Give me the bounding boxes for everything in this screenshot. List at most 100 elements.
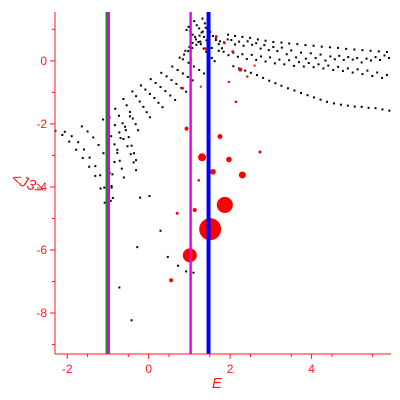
black-point (299, 51, 302, 54)
black-point (222, 50, 225, 53)
black-point (244, 69, 247, 72)
axes-layer: -2 0 2 4 -8 -6 -4 -2 0 (36, 12, 391, 376)
black-point (178, 56, 181, 59)
black-point (118, 286, 121, 289)
black-point (159, 229, 162, 232)
black-point (122, 97, 125, 100)
black-point (367, 106, 370, 109)
black-point (246, 40, 249, 43)
black-point (185, 270, 188, 273)
black-point (176, 68, 179, 71)
black-point (250, 53, 253, 56)
black-point (383, 54, 386, 57)
black-point (312, 66, 315, 69)
black-point (327, 64, 330, 67)
black-points-layer (54, 17, 391, 322)
black-point (205, 39, 208, 42)
black-point (154, 81, 157, 84)
black-point (116, 148, 119, 151)
black-point (278, 58, 281, 61)
black-point (110, 186, 113, 189)
black-point (197, 40, 200, 43)
black-point (288, 59, 291, 62)
black-point (122, 176, 125, 179)
black-point (255, 58, 258, 61)
black-point (319, 98, 322, 101)
black-point (203, 22, 206, 25)
black-point (187, 50, 190, 53)
black-point (319, 53, 322, 56)
black-point (226, 38, 229, 41)
black-point (353, 105, 356, 108)
black-point (356, 57, 359, 60)
black-point (272, 40, 275, 43)
black-point (388, 109, 391, 112)
black-point (260, 55, 263, 58)
x-tick-label: 2 (227, 362, 234, 376)
black-point (309, 52, 312, 55)
black-point (283, 63, 286, 66)
red-points-layer (169, 35, 262, 283)
black-point (214, 39, 217, 42)
black-point (379, 58, 382, 61)
red-point (210, 169, 216, 175)
black-point (128, 110, 131, 113)
black-point (111, 173, 114, 176)
black-point (124, 125, 127, 128)
black-point (259, 47, 262, 50)
black-point (346, 104, 349, 107)
black-point (136, 246, 139, 249)
black-point (195, 24, 198, 27)
red-point (238, 171, 246, 179)
black-point (97, 144, 100, 147)
black-point (198, 34, 201, 37)
black-point (385, 74, 388, 77)
black-point (365, 57, 368, 60)
black-point (135, 159, 138, 162)
black-point (77, 141, 80, 144)
black-point (165, 75, 168, 78)
black-point (269, 56, 272, 59)
black-point (113, 143, 116, 146)
black-point (366, 69, 369, 72)
black-point (204, 26, 207, 29)
black-point (369, 49, 372, 52)
red-point (192, 207, 197, 212)
black-point (293, 89, 296, 92)
black-point (194, 35, 197, 38)
black-point (195, 43, 198, 46)
black-point (203, 72, 206, 75)
red-point (246, 75, 249, 78)
black-point (139, 196, 142, 199)
black-point (295, 56, 298, 59)
black-point (264, 39, 267, 42)
x-tick-label: 4 (308, 362, 315, 376)
y-axis-label: <J3> (9, 170, 47, 198)
red-point (253, 64, 256, 67)
black-point (297, 61, 300, 64)
black-point (184, 49, 187, 52)
black-point (314, 57, 317, 60)
black-point (110, 184, 113, 187)
red-point (180, 86, 184, 90)
black-point (342, 58, 345, 61)
black-point (63, 130, 66, 133)
reference-lines-layer (105, 12, 211, 354)
black-point (205, 50, 208, 53)
black-point (332, 68, 335, 71)
black-point (285, 53, 288, 56)
black-point (290, 49, 293, 52)
black-point (320, 45, 323, 48)
black-point (116, 151, 119, 154)
black-point (188, 45, 191, 48)
black-point (134, 123, 137, 126)
black-point (255, 42, 258, 45)
red-point (231, 50, 234, 53)
black-point (191, 46, 194, 49)
red-point (169, 278, 174, 283)
black-point (183, 53, 186, 56)
black-point (338, 54, 341, 57)
black-point (103, 186, 106, 189)
black-point (268, 79, 271, 82)
